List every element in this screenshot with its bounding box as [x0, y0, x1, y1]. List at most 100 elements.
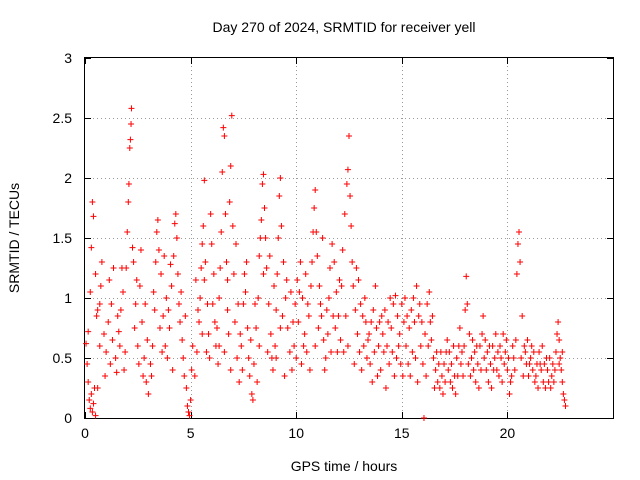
data-point [462, 307, 469, 313]
data-point [500, 331, 507, 337]
data-point [461, 343, 468, 349]
data-point [85, 379, 92, 385]
data-point [467, 373, 474, 379]
data-point [545, 379, 552, 385]
data-point [166, 325, 173, 331]
data-point [198, 265, 205, 271]
data-point [360, 343, 367, 349]
data-point [487, 361, 494, 367]
data-point [191, 373, 198, 379]
data-point [442, 379, 449, 385]
data-point [164, 355, 171, 361]
data-point [540, 379, 547, 385]
data-point [408, 307, 415, 313]
data-point [148, 373, 155, 379]
data-point [324, 331, 331, 337]
data-point [376, 319, 383, 325]
data-point [112, 355, 119, 361]
data-point [319, 235, 326, 241]
data-point [525, 373, 532, 379]
data-point [210, 271, 217, 277]
data-point [162, 343, 169, 349]
data-point [551, 367, 558, 373]
data-point [302, 271, 309, 277]
data-point [501, 361, 508, 367]
data-point [109, 337, 116, 343]
data-point [244, 325, 251, 331]
data-point [481, 355, 488, 361]
data-point [480, 313, 487, 319]
data-point [394, 313, 401, 319]
data-point [180, 355, 187, 361]
data-point [465, 361, 472, 367]
data-point [229, 223, 236, 229]
data-point [94, 385, 101, 391]
data-point [214, 325, 220, 331]
data-point [187, 397, 194, 403]
data-point [399, 373, 406, 379]
data-point [142, 301, 149, 307]
x-tick-label: 15 [394, 425, 410, 441]
data-point [507, 379, 514, 385]
data-point [554, 331, 561, 337]
data-point [379, 331, 386, 337]
data-point [532, 373, 539, 379]
data-point [434, 379, 441, 385]
data-point [328, 349, 335, 355]
data-point [220, 124, 227, 131]
data-point [429, 313, 436, 319]
data-point [330, 313, 337, 319]
data-point [543, 355, 550, 361]
data-point [208, 241, 215, 247]
data-point [277, 175, 284, 181]
data-point [96, 301, 103, 307]
data-point [321, 367, 328, 373]
data-point [258, 217, 265, 223]
data-point [358, 367, 365, 373]
data-point [269, 367, 276, 373]
data-point [110, 265, 117, 271]
data-point [153, 229, 160, 235]
data-point [265, 301, 272, 307]
data-point [518, 355, 525, 361]
data-point [504, 367, 511, 373]
data-point [516, 229, 523, 235]
data-point [483, 367, 490, 373]
data-point [392, 292, 399, 299]
data-point [303, 349, 310, 355]
data-point [206, 355, 213, 361]
data-point [437, 349, 444, 355]
data-point [179, 337, 186, 343]
data-point [513, 271, 520, 277]
data-point [559, 349, 566, 355]
data-point [469, 337, 476, 343]
data-point [118, 265, 125, 271]
data-point [296, 289, 303, 295]
data-point [295, 319, 302, 325]
data-point [225, 331, 232, 337]
data-point [497, 343, 504, 349]
data-point [508, 373, 515, 379]
data-point [316, 283, 323, 289]
data-point [149, 343, 156, 349]
data-point [294, 277, 301, 283]
data-point [322, 355, 329, 361]
data-point [380, 349, 387, 355]
data-point [526, 361, 533, 367]
data-point [466, 331, 473, 337]
data-point [395, 343, 402, 349]
data-point [173, 235, 180, 241]
data-point [211, 319, 218, 325]
data-point [509, 343, 516, 349]
data-point [256, 253, 263, 259]
data-point [557, 355, 564, 361]
data-point [386, 361, 393, 367]
y-tick-label: 0.5 [53, 350, 73, 366]
data-point [287, 289, 294, 295]
data-point [556, 337, 563, 343]
data-point [152, 259, 159, 265]
data-point [449, 385, 456, 391]
data-point [200, 223, 207, 229]
data-point [420, 415, 427, 421]
